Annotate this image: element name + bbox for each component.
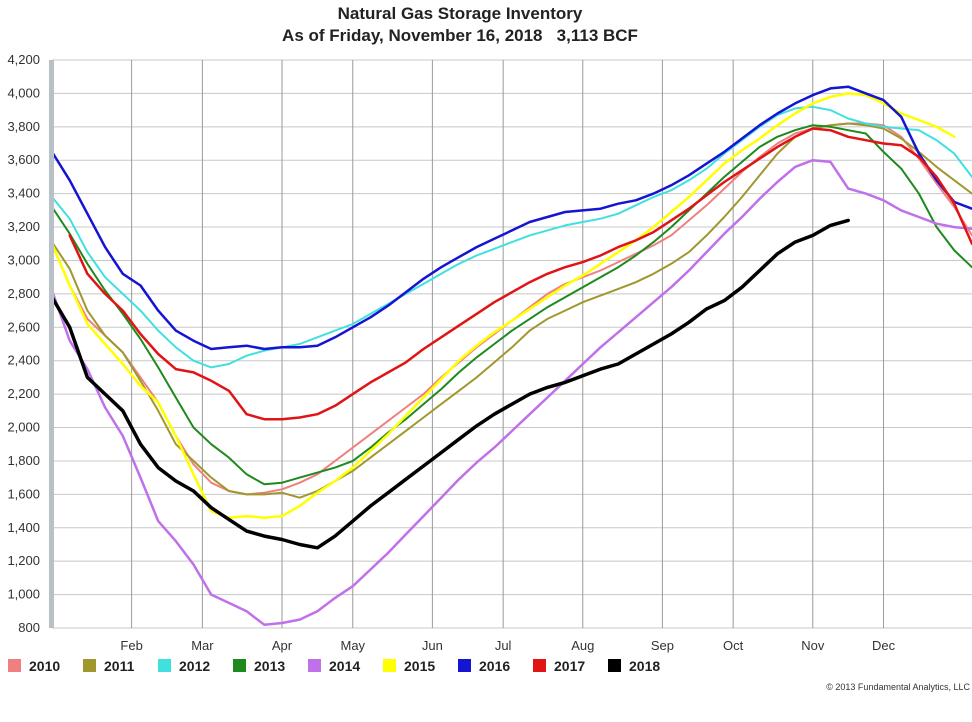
legend-swatch-2015 bbox=[383, 659, 396, 672]
legend-label-2011: 2011 bbox=[104, 658, 135, 674]
legend-label-2010: 2010 bbox=[29, 658, 60, 674]
y-tick-label: 2,200 bbox=[7, 386, 40, 401]
y-axis-bar bbox=[49, 60, 54, 628]
y-tick-label: 1,200 bbox=[7, 553, 40, 568]
y-tick-label: 2,800 bbox=[7, 286, 40, 301]
chart-title: Natural Gas Storage Inventory bbox=[338, 4, 583, 23]
legend: 2010 2011 2012 2013 2014 2015 2016 2017 2018 bbox=[8, 658, 660, 674]
y-tick-label: 800 bbox=[18, 620, 40, 635]
legend-label-2015: 2015 bbox=[404, 658, 435, 674]
legend-label-2016: 2016 bbox=[479, 658, 510, 674]
x-tick-label: Jun bbox=[422, 638, 443, 653]
x-tick-label: Mar bbox=[191, 638, 214, 653]
y-tick-label: 4,200 bbox=[7, 52, 40, 67]
legend-swatch-2016 bbox=[458, 659, 471, 672]
y-tick-label: 3,400 bbox=[7, 186, 40, 201]
y-tick-label: 1,400 bbox=[7, 520, 40, 535]
series-line-2011 bbox=[51, 122, 972, 499]
legend-swatch-2013 bbox=[233, 659, 246, 672]
y-tick-label: 2,600 bbox=[7, 319, 40, 334]
legend-label-2014: 2014 bbox=[329, 658, 360, 674]
legend-swatch-2017 bbox=[533, 659, 546, 672]
x-tick-label: Jul bbox=[495, 638, 512, 653]
series-line-2016 bbox=[50, 85, 972, 351]
series-group bbox=[50, 85, 972, 626]
plot-area bbox=[52, 60, 972, 628]
legend-label-2017: 2017 bbox=[554, 658, 585, 674]
x-tick-label: Dec bbox=[872, 638, 896, 653]
x-tick-label: Aug bbox=[571, 638, 594, 653]
y-tick-label: 2,000 bbox=[7, 420, 40, 435]
y-tick-label: 1,600 bbox=[7, 486, 40, 501]
x-tick-label: Oct bbox=[723, 638, 744, 653]
y-tick-label: 2,400 bbox=[7, 353, 40, 368]
y-tick-label: 3,800 bbox=[7, 119, 40, 134]
x-tick-label: Nov bbox=[801, 638, 825, 653]
chart-subtitle: As of Friday, November 16, 2018 3,113 BC… bbox=[282, 26, 638, 45]
y-tick-label: 3,200 bbox=[7, 219, 40, 234]
y-tick-label: 4,000 bbox=[7, 85, 40, 100]
legend-label-2013: 2013 bbox=[254, 658, 285, 674]
copyright-text: © 2013 Fundamental Analytics, LLC bbox=[826, 682, 970, 692]
x-tick-label: Apr bbox=[272, 638, 293, 653]
y-tick-label: 3,000 bbox=[7, 252, 40, 267]
x-tick-label: Feb bbox=[120, 638, 142, 653]
series-line-2014 bbox=[50, 158, 972, 626]
series-line-2013 bbox=[51, 124, 972, 486]
y-tick-label: 1,000 bbox=[7, 587, 40, 602]
legend-swatch-2012 bbox=[158, 659, 171, 672]
legend-swatch-2014 bbox=[308, 659, 321, 672]
y-tick-label: 3,600 bbox=[7, 152, 40, 167]
x-tick-label: Sep bbox=[651, 638, 674, 653]
axes: 800 1,000 1,200 1,400 1,600 1,800 2,000 2,200 2,… bbox=[7, 52, 895, 653]
legend-swatch-2010 bbox=[8, 659, 21, 672]
series-line-2017 bbox=[68, 127, 972, 421]
grid bbox=[52, 59, 972, 629]
x-tick-label: May bbox=[340, 638, 365, 653]
legend-label-2012: 2012 bbox=[179, 658, 210, 674]
series-line-2018 bbox=[50, 218, 850, 550]
legend-swatch-2011 bbox=[83, 659, 96, 672]
legend-label-2018: 2018 bbox=[629, 658, 660, 674]
y-tick-label: 1,800 bbox=[7, 453, 40, 468]
legend-swatch-2018 bbox=[608, 659, 621, 672]
series-line-2015 bbox=[50, 92, 956, 519]
series-line-2012 bbox=[51, 105, 972, 369]
